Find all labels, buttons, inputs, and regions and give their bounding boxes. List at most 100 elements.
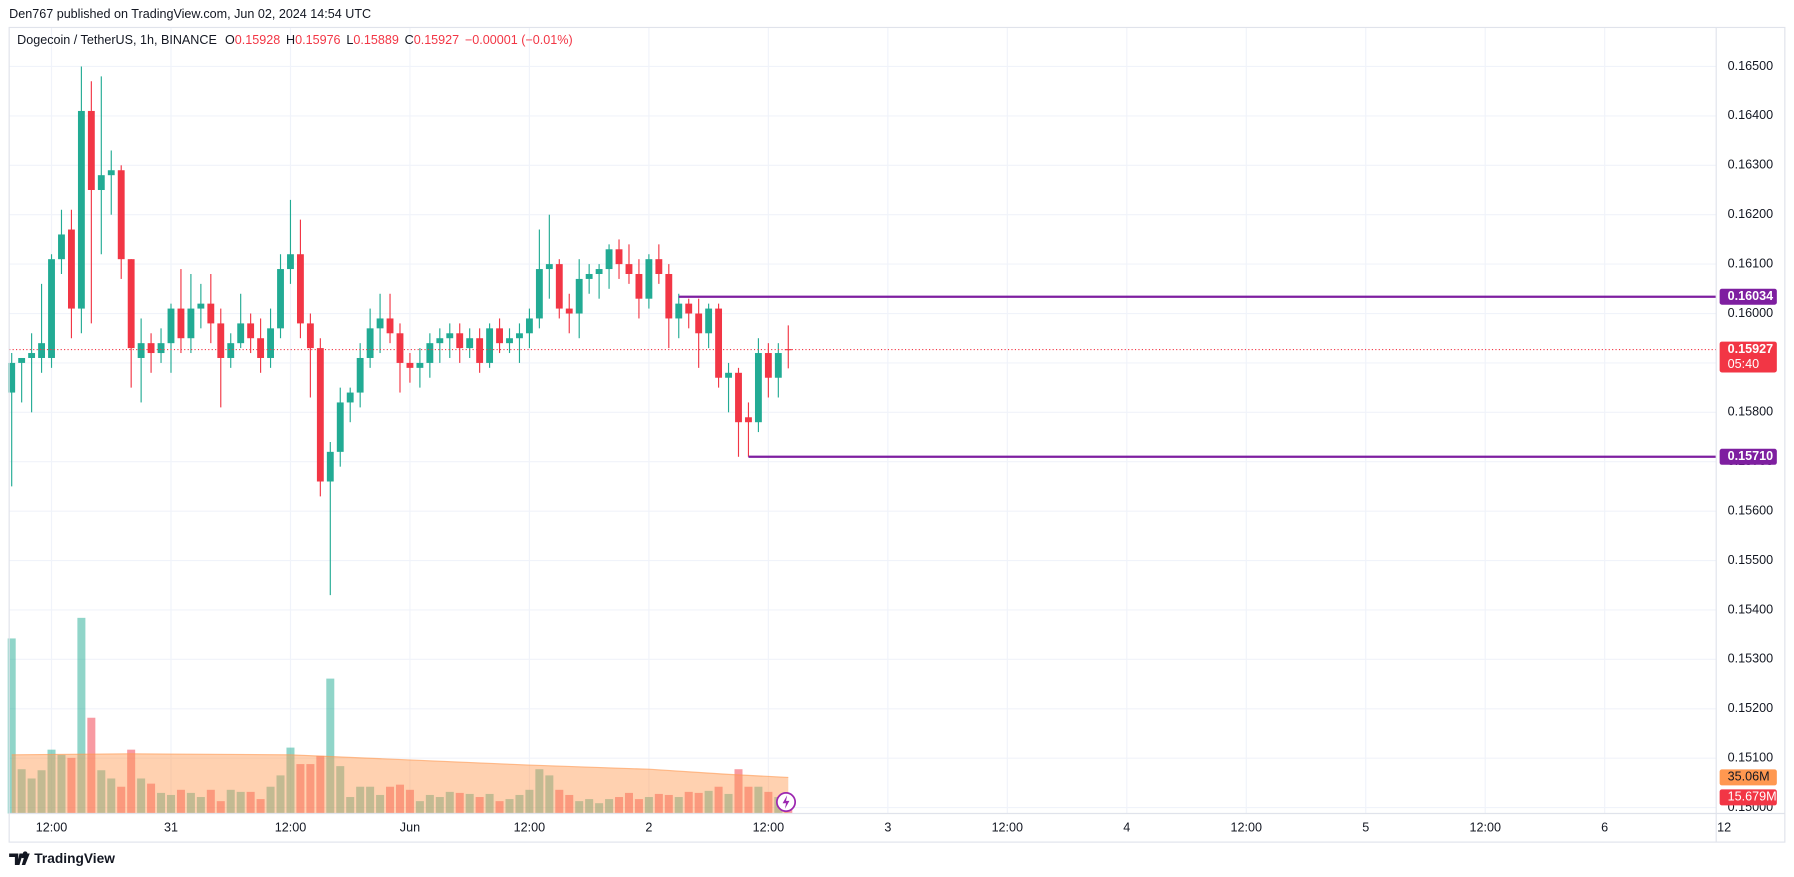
volume-bar	[585, 799, 594, 814]
volume-bar	[206, 789, 215, 814]
volume-ma-label-box	[1719, 769, 1777, 786]
volume-bar	[27, 778, 36, 814]
candle-body	[725, 372, 732, 378]
volume-bar	[276, 775, 285, 814]
x-tick-label: 2	[645, 821, 652, 835]
volume-bar	[137, 778, 146, 814]
candle-body	[645, 259, 653, 299]
candle-body	[426, 343, 434, 363]
candle-body	[605, 249, 613, 270]
candle-body	[446, 333, 454, 339]
volume-bar	[435, 797, 444, 814]
candle-body	[167, 308, 175, 344]
volume-bar	[565, 794, 574, 814]
candle-body	[366, 328, 374, 358]
volume-bar	[7, 638, 16, 814]
frame	[8, 26, 1786, 843]
volume-bar	[226, 789, 235, 814]
low-value: 0.15889	[353, 34, 398, 48]
volume-bar	[575, 801, 584, 814]
candle-body	[227, 343, 235, 358]
candle-body	[257, 338, 265, 358]
volume-bar	[336, 766, 345, 814]
candle-body	[625, 264, 633, 274]
attribution: Den767 published on TradingView.com, Jun…	[9, 7, 371, 21]
candle-body	[18, 357, 26, 363]
y-tick-label: 0.16400	[1728, 108, 1773, 122]
candle-body	[516, 333, 523, 339]
volume-bar	[386, 786, 395, 814]
volume-bar	[624, 792, 633, 814]
logo-stroke	[21, 853, 30, 865]
candle-body	[316, 348, 324, 482]
candle-body	[77, 110, 85, 309]
candle-body	[127, 259, 135, 349]
volume-ma-line	[11, 753, 789, 778]
change: −0.00001 (−0.01%)	[465, 34, 573, 48]
volume-bar	[734, 769, 743, 814]
candle-body	[476, 338, 484, 363]
candle-body	[585, 273, 593, 279]
volume-bar	[186, 792, 195, 814]
volume-bar	[744, 786, 753, 814]
candle-body	[187, 308, 195, 339]
candle-body	[28, 353, 36, 358]
volume-bar	[286, 747, 295, 814]
volume-bar	[246, 791, 255, 814]
price-label-box	[1719, 341, 1777, 373]
candle-body	[784, 349, 792, 351]
candle-body	[456, 333, 464, 349]
volume-bar	[674, 797, 683, 814]
y-tick-label: 0.15200	[1728, 701, 1773, 715]
x-tick-label: 4	[1123, 821, 1130, 835]
candle-body	[416, 362, 424, 368]
candle-body	[97, 175, 105, 191]
close-value: 0.15927	[414, 34, 459, 48]
volume-bar	[376, 794, 385, 814]
candle-body	[267, 328, 274, 358]
volume-bar	[455, 792, 464, 814]
volume-bar	[127, 749, 136, 814]
volume-bar	[176, 789, 185, 814]
candle-body	[575, 278, 583, 314]
y-tick-label: 0.16200	[1728, 207, 1773, 221]
candle-body	[675, 303, 683, 319]
symbol-line: Dogecoin / TetherUS, 1h, BINANCE O0.1592…	[17, 34, 573, 48]
volume-bar	[236, 791, 245, 814]
candle-body	[685, 303, 693, 314]
candle-body	[715, 308, 723, 378]
x-tick-label: 12:00	[992, 821, 1023, 835]
level-label: 0.15710	[1728, 449, 1773, 463]
volume-bar	[465, 793, 474, 814]
volume-bar	[535, 769, 544, 814]
candle-body	[665, 273, 673, 319]
overlay: 12:00 31 12:00 Jun 12:00 2 12:00 3 12:00 4 12:00 5 1…	[9, 59, 1777, 835]
candle-body	[87, 110, 95, 191]
volume-bar	[87, 717, 96, 814]
candle-body	[287, 254, 294, 270]
candle-body	[496, 328, 503, 344]
volume-bar	[704, 790, 713, 814]
volume-bar	[495, 801, 504, 814]
candle-body	[406, 362, 414, 368]
x-tick-label: 12:00	[1469, 821, 1500, 835]
y-tick-label: 0.15600	[1728, 503, 1773, 517]
volume-ma-label: 35.06M	[1728, 770, 1770, 784]
volume-label-box	[1719, 789, 1777, 806]
volume-bar	[67, 757, 76, 814]
volume-bar	[166, 794, 175, 814]
x-tick-label: 5	[1362, 821, 1369, 835]
volume-bar	[714, 786, 723, 814]
volume-bar	[764, 791, 773, 814]
level-label-box	[1719, 288, 1777, 305]
candle-body	[545, 264, 553, 270]
volume-bar	[485, 793, 494, 814]
candle-body	[207, 303, 215, 324]
volume-label: 15.679M	[1728, 790, 1777, 804]
y-tick-label: 0.16500	[1728, 59, 1773, 73]
ohlc-letter: O	[225, 34, 235, 48]
candle-body	[555, 264, 563, 309]
candle-body	[535, 269, 543, 319]
